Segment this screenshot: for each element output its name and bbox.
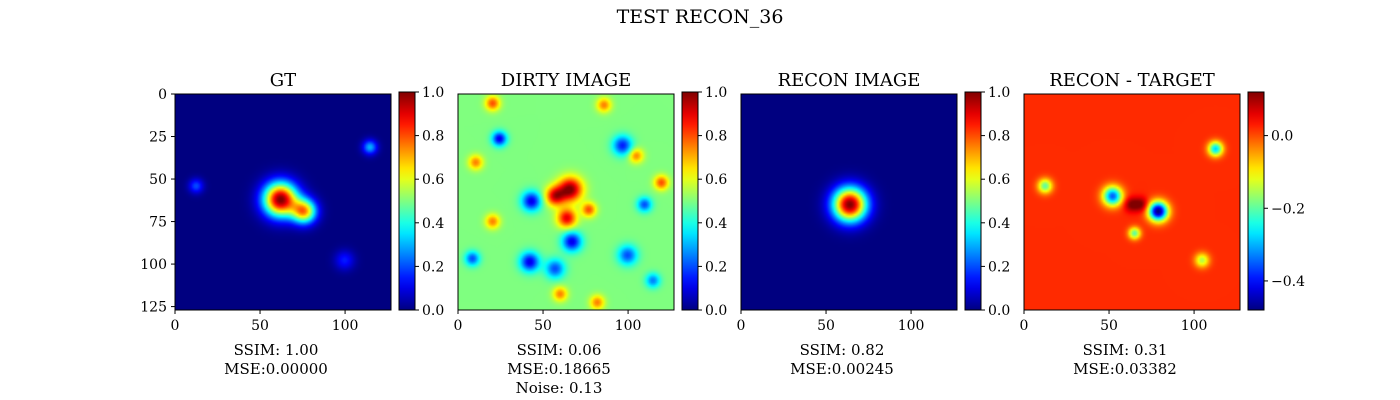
y-tick-label: 0 [158,87,167,103]
colorbar-tick-label: −0.4 [1271,274,1305,290]
heatmap-image [458,94,674,310]
colorbar-tick-label: 0.8 [422,129,444,145]
panel-title: DIRTY IMAGE [501,70,631,91]
colorbar-tick-label: −0.2 [1271,201,1305,217]
panel-4: RECON - TARGET 0 50 100 0.0 −0.2 −0.4 SSIM: 0.3… [1020,70,1306,378]
colorbar-tick-label: 0.0 [422,303,444,319]
heatmap-image [175,94,391,310]
colorbar-tick-label: 0.6 [705,172,727,188]
colorbar [1247,91,1265,311]
colorbar-tick-label: 0.2 [988,259,1010,275]
panels: GT 0 50 100 0 25 50 75 100 125 0.0 0.2 0.4 0.6 0.8 1.0 S… [140,70,1305,397]
metric-text: SSIM: 0.31 [1083,341,1168,359]
metric-text: SSIM: 1.00 [234,341,319,359]
axes-frame [740,93,958,311]
panel-1: GT 0 50 100 0 25 50 75 100 125 0.0 0.2 0.4 0.6 0.8 1.0 S… [140,70,444,378]
colorbar-tick-label: 1.0 [422,85,444,101]
x-tick-label: 50 [534,318,552,334]
x-tick-label: 0 [171,318,180,334]
x-tick-label: 0 [737,318,746,334]
x-tick-label: 100 [332,318,359,334]
metric-text: SSIM: 0.06 [517,341,602,359]
colorbar-tick-label: 0.4 [988,216,1010,232]
colorbar-tick-label: 0.0 [705,303,727,319]
colorbar-tick-label: 0.8 [705,129,727,145]
metric-text: MSE:0.00245 [790,360,894,378]
y-tick-label: 50 [149,172,167,188]
colorbar-tick-label: 0.8 [988,129,1010,145]
x-tick-label: 0 [1020,318,1029,334]
panel-title: RECON - TARGET [1049,70,1215,91]
colorbar-tick-label: 0.0 [1271,129,1293,145]
colorbar-tick-label: 1.0 [705,85,727,101]
figure-title: TEST RECON_36 [617,6,784,28]
panel-2: DIRTY IMAGE 0 50 100 0.0 0.2 0.4 0.6 0.8 1.0 SSIM:… [454,70,728,397]
heatmap-image [1024,94,1240,310]
x-tick-label: 100 [898,318,925,334]
panel-title: GT [270,70,296,91]
metric-text: MSE:0.18665 [507,360,611,378]
y-tick-label: 25 [149,130,167,146]
x-tick-label: 50 [1100,318,1118,334]
metric-text: SSIM: 0.82 [800,341,885,359]
colorbar-tick-label: 1.0 [988,85,1010,101]
colorbar-tick-label: 0.0 [988,303,1010,319]
y-tick-label: 100 [140,257,167,273]
metric-text: Noise: 0.13 [516,379,603,397]
colorbar-tick-label: 0.6 [988,172,1010,188]
colorbar-tick-label: 0.2 [422,259,444,275]
y-tick-label: 125 [140,300,167,316]
x-tick-label: 50 [251,318,269,334]
x-tick-label: 0 [454,318,463,334]
axes-frame [174,93,392,311]
x-tick-label: 50 [817,318,835,334]
panel-title: RECON IMAGE [778,70,921,91]
colorbar [681,91,699,311]
x-tick-label: 100 [615,318,642,334]
x-tick-label: 100 [1181,318,1208,334]
axes-frame [457,93,675,311]
colorbar-tick-label: 0.2 [705,259,727,275]
colorbar [964,91,982,311]
panel-3: RECON IMAGE 0 50 100 0.0 0.2 0.4 0.6 0.8 1.0 SSIM:… [737,70,1011,378]
y-tick-label: 75 [149,215,167,231]
heatmap-image [741,94,957,310]
colorbar-tick-label: 0.6 [422,172,444,188]
metric-text: MSE:0.00000 [224,360,328,378]
colorbar [398,91,416,311]
colorbar-tick-label: 0.4 [422,216,444,232]
colorbar-tick-label: 0.4 [705,216,727,232]
metric-text: MSE:0.03382 [1073,360,1177,378]
axes-frame [1023,93,1241,311]
